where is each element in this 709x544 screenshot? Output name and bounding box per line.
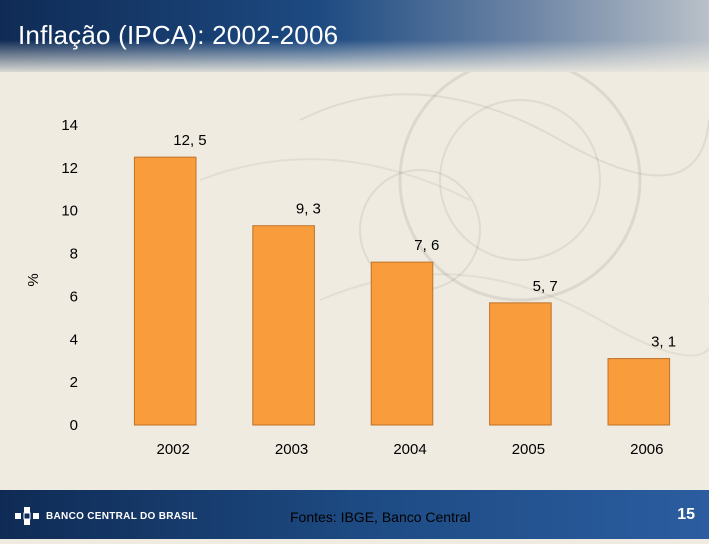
x-tick-label: 2005 <box>512 441 545 458</box>
bank-logo-text: BANCO CENTRAL DO BRASIL <box>46 510 198 522</box>
x-axis: 2002 2003 2004 2005 2006 <box>157 441 664 458</box>
bar-2003 <box>252 225 315 426</box>
page-number: 15 <box>677 506 695 523</box>
x-tick-label: 2004 <box>393 441 426 458</box>
bar-2004 <box>370 261 434 426</box>
data-labels: 12, 5 9, 3 7, 6 5, 7 3, 1 <box>173 132 676 350</box>
bar-2002 <box>133 156 197 426</box>
source-note: Fontes: IBGE, Banco Central <box>290 509 471 525</box>
data-label-2003: 9, 3 <box>296 201 321 218</box>
bar-2005 <box>489 302 552 426</box>
x-tick-label: 2003 <box>275 441 308 458</box>
y-tick-label: 4 <box>70 331 78 348</box>
y-tick-label: 14 <box>61 117 78 134</box>
y-tick-label: 10 <box>61 203 78 220</box>
y-tick-label: 6 <box>70 288 78 305</box>
data-label-2004: 7, 6 <box>414 237 439 254</box>
data-label-2002: 12, 5 <box>173 132 206 149</box>
y-tick-label: 8 <box>70 246 78 263</box>
x-tick-label: 2006 <box>630 441 663 458</box>
slide-title: Inflação (IPCA): 2002-2006 <box>18 20 339 50</box>
bar-2006 <box>607 358 671 426</box>
data-label-2005: 5, 7 <box>533 278 558 295</box>
y-tick-label: 12 <box>61 160 78 177</box>
bank-logo: BANCO CENTRAL DO BRASIL <box>14 506 198 526</box>
header-fade <box>0 40 709 72</box>
slide-footer: BANCO CENTRAL DO BRASIL Fontes: IBGE, Ba… <box>0 490 709 539</box>
bank-logo-icon <box>15 507 39 525</box>
data-label-2006: 3, 1 <box>651 334 676 351</box>
y-tick-label: 2 <box>70 374 78 391</box>
slide-header: Inflação (IPCA): 2002-2006 <box>0 0 709 72</box>
bars <box>133 156 671 426</box>
x-tick-label: 2002 <box>157 441 190 458</box>
y-axis: 0 2 4 6 8 10 12 14 <box>61 117 78 434</box>
y-tick-label: 0 <box>70 417 78 434</box>
y-axis-label: % <box>25 273 42 286</box>
